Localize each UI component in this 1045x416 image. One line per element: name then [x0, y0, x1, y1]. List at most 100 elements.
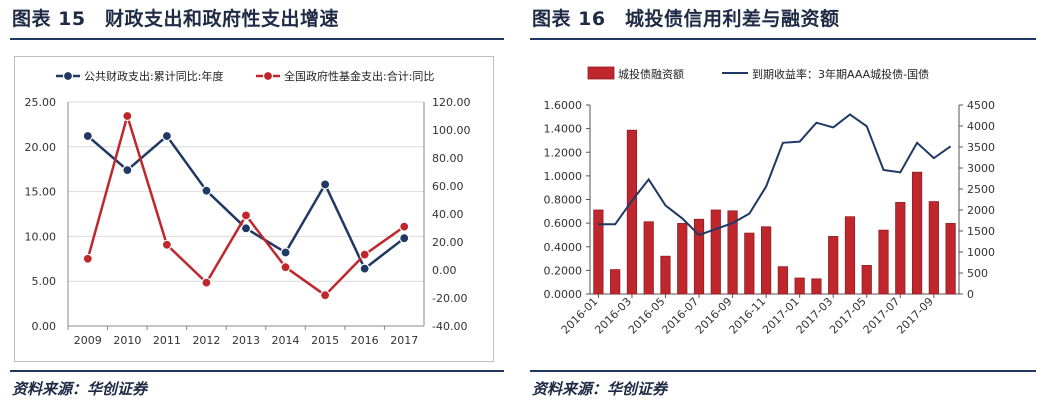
right-y2-tick-label: 2500: [967, 183, 995, 196]
right-bar: [710, 209, 721, 295]
right-legend: 城投债融资额 到期收益率：3年期AAA城投债-国债: [587, 66, 929, 81]
left-y2-tick-label: 0.00: [432, 264, 457, 277]
left-legend-swatch-marker: [62, 70, 74, 82]
left-y2-tick-label: 100.00: [432, 124, 471, 137]
left-x-tick-label: 2017: [390, 334, 418, 347]
left-y-tick-label: 0.00: [32, 320, 57, 333]
right-y-tick-label: 1.0000: [544, 170, 583, 183]
right-axes: 0.0000 0.2000 0.4000 0.6000 0.8000 1.0000 1.20…: [544, 99, 996, 337]
right-bar: [895, 202, 906, 295]
left-series-1-point: [320, 179, 331, 190]
right-bar: [861, 265, 872, 295]
right-y2-tick-label: 3000: [967, 162, 995, 175]
right-legend-bar-swatch: [587, 66, 615, 80]
left-series-2-point: [240, 210, 252, 221]
left-x-tick-label: 2013: [232, 334, 260, 347]
right-y-tick-label: 1.2000: [544, 146, 583, 159]
left-series-2-point: [359, 249, 370, 260]
right-bar: [811, 278, 822, 295]
left-chart: 公共财政支出:累计同比:年度 全国政府性基金支出:合计:同比 0.00 5.00 10…: [14, 56, 494, 362]
left-x-tick-label: 2009: [74, 334, 102, 347]
left-y2-tick-label: 60.00: [432, 180, 464, 193]
left-x-tick-label: 2012: [192, 334, 220, 347]
left-x-tick-label: 2014: [272, 334, 300, 347]
left-y-tick-label: 5.00: [32, 275, 57, 288]
right-bar: [761, 226, 772, 295]
right-bar: [911, 171, 923, 295]
right-bar: [744, 232, 755, 295]
right-legend-line-label: 到期收益率：3年期AAA城投债-国债: [752, 67, 929, 81]
left-series-1-point: [82, 130, 93, 142]
right-series-line: [598, 113, 952, 237]
left-series-2-point: [201, 277, 212, 288]
right-y2-tick-label: 500: [967, 267, 988, 280]
right-y2-tick-label: 4500: [967, 99, 995, 112]
right-bar: [677, 223, 688, 295]
right-bar: [777, 266, 788, 295]
right-bar: [878, 229, 889, 295]
right-legend-bar-label: 城投债融资额: [618, 67, 684, 81]
left-series-2-point: [161, 239, 172, 250]
right-y2-tick-label: 3500: [967, 141, 995, 154]
right-bar: [593, 209, 604, 295]
right-y-tick-label: 1.4000: [544, 123, 583, 136]
right-bar: [727, 210, 738, 295]
left-series-2-point: [82, 253, 93, 264]
left-series-1-point: [201, 185, 212, 196]
left-legend-label: 公共财政支出:累计同比:年度: [84, 69, 223, 83]
left-y2-tick-label: 20.00: [432, 236, 464, 249]
left-y-tick-label: 20.00: [25, 141, 57, 154]
left-y-tick-label: 25.00: [25, 96, 57, 109]
right-panel-title: 图表 16 城投债信用利差与融资额: [532, 8, 840, 30]
left-x-tick-label: 2011: [153, 334, 181, 347]
left-series-1-point: [122, 164, 133, 176]
left-source-rule: [10, 370, 504, 372]
right-bars: [593, 129, 956, 295]
left-panel-title: 图表 15 财政支出和政府性支出增速: [12, 8, 340, 30]
right-source-rule: [530, 370, 1036, 372]
right-bar: [610, 269, 621, 295]
left-title-rule: [10, 38, 504, 40]
right-x-tick-label: 2017-09: [894, 295, 936, 337]
right-chart: 城投债融资额 到期收益率：3年期AAA城投债-国债 0.0000 0.2000 0.4…: [544, 66, 996, 337]
right-y2-tick-label: 1500: [967, 225, 995, 238]
right-y-tick-label: 0.4000: [544, 241, 583, 254]
left-series-1-point: [359, 263, 370, 274]
right-bar: [945, 223, 956, 295]
left-x-tick-label: 2015: [311, 334, 339, 347]
left-legend: 公共财政支出:累计同比:年度 全国政府性基金支出:合计:同比: [56, 69, 434, 83]
left-legend-swatch-marker: [262, 70, 274, 82]
left-series-2-point: [122, 110, 133, 122]
left-series-1-point: [240, 223, 252, 234]
left-y2-tick-label: 80.00: [432, 152, 464, 165]
left-y-tick-label: 10.00: [25, 230, 57, 243]
right-y-tick-label: 1.6000: [544, 99, 583, 112]
right-bar: [693, 218, 705, 295]
right-line: [598, 113, 952, 237]
left-series-2-point: [320, 290, 331, 301]
right-bar: [844, 216, 856, 295]
left-series-2-point: [399, 221, 410, 232]
right-y-tick-label: 0.2000: [544, 264, 583, 277]
right-bar: [828, 236, 839, 295]
right-source: 资料来源：华创证券: [532, 380, 668, 398]
left-source: 资料来源：华创证券: [12, 380, 148, 398]
right-y-tick-label: 0.8000: [544, 194, 583, 207]
left-y2-tick-label: -40.00: [432, 320, 467, 333]
left-series: [82, 110, 410, 301]
left-chart-frame: [14, 56, 494, 362]
left-series-2-point: [280, 262, 291, 273]
right-y-tick-label: 0.0000: [544, 288, 583, 301]
right-y2-tick-label: 0: [967, 288, 974, 301]
left-axes: 0.00 5.00 10.00 15.00 20.00 25.00 -40.00 -20.00…: [25, 96, 471, 347]
left-y-tick-label: 15.00: [25, 186, 57, 199]
right-bar: [928, 201, 939, 295]
left-x-tick-label: 2010: [113, 334, 141, 347]
left-y2-tick-label: -20.00: [432, 292, 467, 305]
right-title-rule: [530, 38, 1036, 40]
right-y2-tick-label: 4000: [967, 120, 995, 133]
left-legend-label: 全国政府性基金支出:合计:同比: [284, 69, 434, 83]
left-x-tick-label: 2016: [351, 334, 379, 347]
right-bar: [794, 277, 805, 295]
right-bar: [660, 255, 671, 295]
